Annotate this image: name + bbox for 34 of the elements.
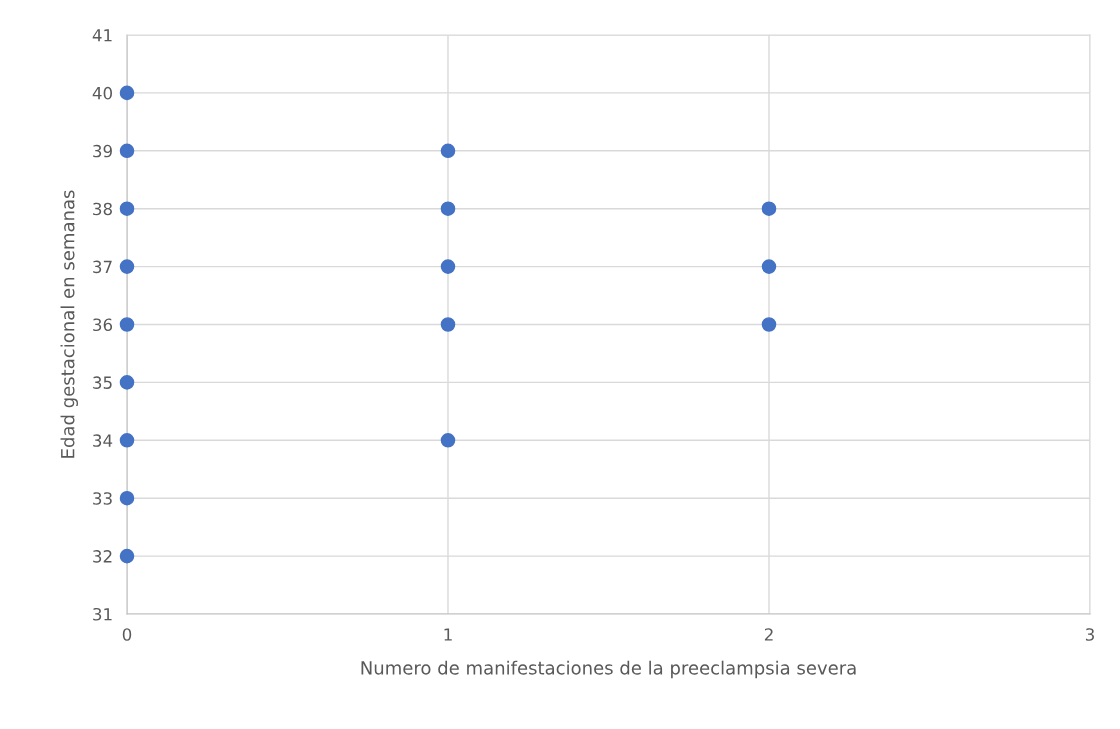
point xyxy=(119,490,135,506)
point xyxy=(440,143,456,159)
y-axis-title: Edad gestacional en semanas xyxy=(60,190,79,458)
y-tick-label: 36 xyxy=(93,318,113,332)
x-tick-label: 1 xyxy=(444,628,452,641)
y-tick-label: 38 xyxy=(93,202,112,216)
point xyxy=(440,201,456,216)
y-tick-label: 34 xyxy=(93,434,113,447)
point xyxy=(119,317,135,332)
y-tick-label: 39 xyxy=(93,144,112,158)
point xyxy=(119,201,135,216)
point xyxy=(119,375,135,390)
point xyxy=(119,548,135,564)
y-tick-label: 41 xyxy=(92,29,112,42)
point xyxy=(440,317,456,332)
point xyxy=(761,317,777,332)
point xyxy=(119,433,135,448)
y-tick-label: 37 xyxy=(93,260,112,274)
y-tick-label: 40 xyxy=(92,86,112,100)
point xyxy=(761,259,777,274)
point xyxy=(119,143,135,159)
x-tick-label: 2 xyxy=(764,628,773,641)
x-tick-label: 3 xyxy=(1085,628,1094,641)
x-tick-label: 0 xyxy=(122,628,132,641)
y-tick-label: 35 xyxy=(93,376,112,389)
y-tick-label: 31 xyxy=(93,607,112,621)
point xyxy=(119,259,135,274)
point xyxy=(440,433,456,448)
point xyxy=(761,201,777,216)
y-tick-label: 32 xyxy=(93,550,112,563)
y-tick-label: 33 xyxy=(93,492,112,505)
point xyxy=(119,85,135,101)
point xyxy=(440,259,456,274)
x-axis-title: Numero de manifestaciones de la preeclampsia severa xyxy=(361,660,856,679)
